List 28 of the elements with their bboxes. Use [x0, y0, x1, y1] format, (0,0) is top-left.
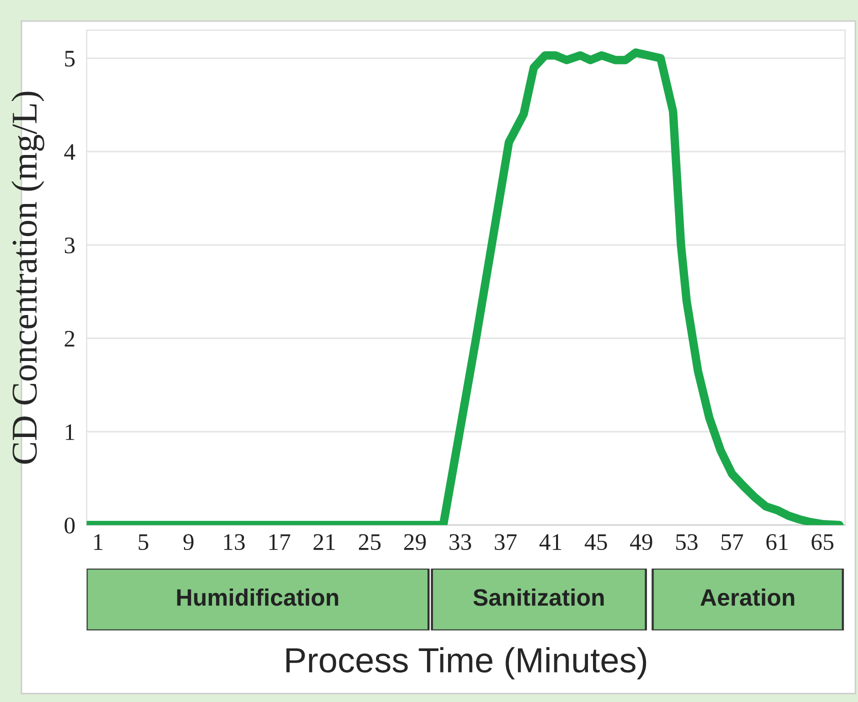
y-axis-title: CD Concentration (mg/L) — [11, 92, 44, 464]
x-tick-label: 25 — [358, 534, 381, 550]
x-tick-label: 49 — [630, 534, 652, 550]
x-tick-label: 53 — [676, 534, 698, 550]
y-tick-label: 1 — [66, 424, 74, 440]
x-tick-label: 29 — [404, 534, 426, 550]
y-tick-label: 3 — [64, 238, 75, 254]
x-tick-label: 33 — [450, 534, 472, 550]
x-tick-label: 65 — [812, 534, 834, 550]
data-label: Aeration — [700, 588, 794, 606]
y-tick-label: 0 — [64, 518, 75, 534]
y-tick-label: 4 — [64, 144, 76, 160]
x-tick-label: 1 — [94, 534, 102, 550]
data-label: Humidification — [177, 588, 338, 606]
y-tick-label: 5 — [65, 50, 75, 67]
x-tick-label: 21 — [314, 534, 335, 550]
x-tick-label: 5 — [138, 534, 148, 550]
x-tick-label: 57 — [721, 534, 744, 550]
data-label: Sanitization — [473, 588, 604, 606]
y-tick-label: 2 — [64, 330, 74, 347]
x-tick-label: 61 — [766, 534, 788, 550]
x-tick-label: 17 — [269, 534, 290, 550]
x-tick-label: 37 — [494, 534, 517, 550]
x-tick-label: 41 — [539, 534, 562, 550]
x-tick-label: 45 — [584, 534, 607, 550]
x-tick-label: 9 — [183, 534, 194, 550]
x-tick-label: 13 — [224, 534, 245, 550]
x-axis-title: Process Time (Minutes) — [286, 647, 646, 680]
